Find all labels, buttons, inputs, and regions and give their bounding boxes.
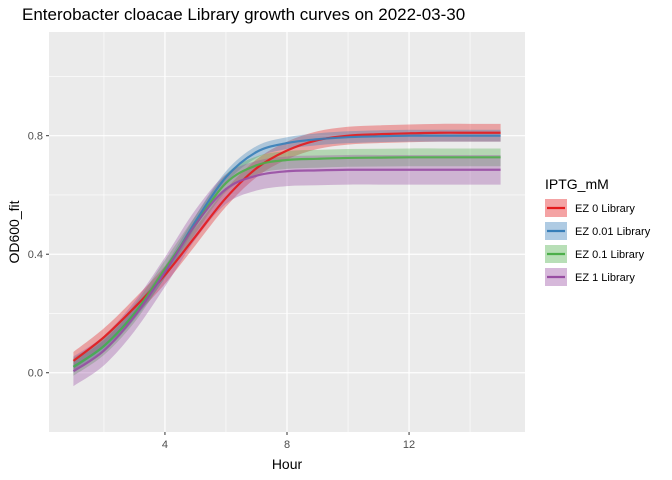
legend-label: EZ 0 Library bbox=[575, 203, 635, 215]
series-line bbox=[72, 131, 501, 362]
series-line bbox=[72, 168, 501, 373]
legend: IPTG_mM EZ 0 Library EZ 0.01 Library EZ 0.… bbox=[545, 176, 651, 286]
x-tick-label: 8 bbox=[284, 439, 290, 451]
confidence-band bbox=[73, 154, 501, 387]
x-tick-label: 4 bbox=[162, 439, 168, 451]
series-lines bbox=[72, 131, 501, 373]
legend-label: EZ 1 Library bbox=[575, 272, 635, 284]
y-tick-label: 0.8 bbox=[28, 131, 43, 143]
x-tick-label: 12 bbox=[403, 439, 415, 451]
legend-title: IPTG_mM bbox=[545, 176, 609, 192]
legend-label: EZ 0.1 Library bbox=[575, 249, 645, 261]
grid-major bbox=[49, 32, 525, 432]
x-axis-ticks: 4 8 12 bbox=[162, 432, 415, 451]
y-tick-label: 0.4 bbox=[28, 249, 43, 261]
series-line bbox=[72, 156, 501, 368]
confidence-bands bbox=[73, 123, 501, 387]
y-axis-label: OD600_fit bbox=[6, 200, 22, 263]
y-axis-ticks: 0.0 0.4 0.8 bbox=[28, 131, 49, 380]
legend-label: EZ 0.01 Library bbox=[575, 226, 651, 238]
x-axis-label: Hour bbox=[272, 456, 303, 472]
y-tick-label: 0.0 bbox=[28, 368, 43, 380]
chart-title: Enterobacter cloacae Library growth curv… bbox=[22, 5, 465, 24]
